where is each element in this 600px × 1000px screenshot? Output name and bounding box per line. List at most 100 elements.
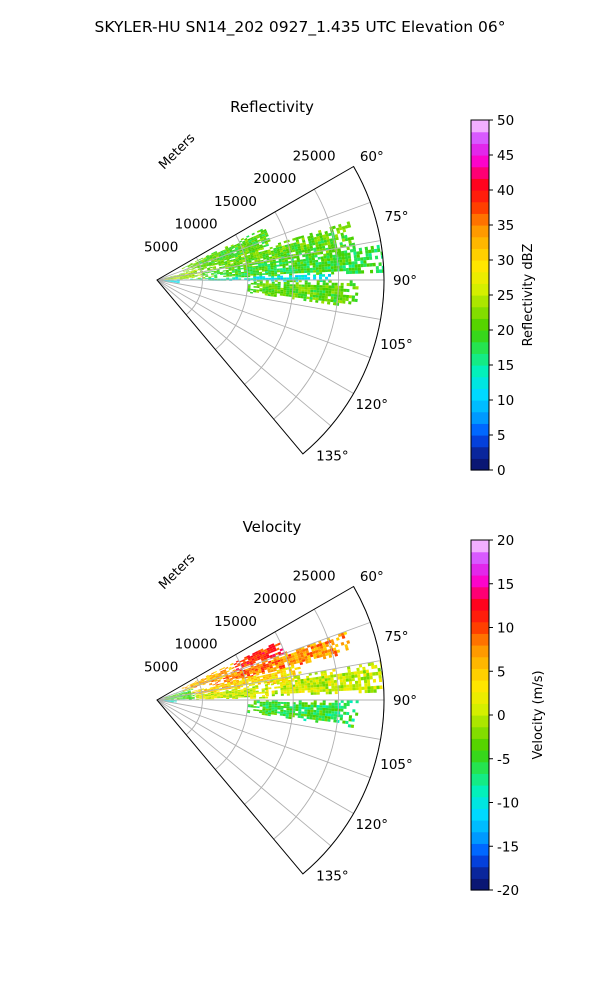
echo-gate [232, 259, 237, 262]
echo-gate [216, 692, 220, 694]
echo-gate [229, 681, 234, 683]
echo-gate [210, 257, 214, 260]
echo-gate [348, 258, 352, 262]
echo-gate [354, 298, 358, 303]
echo-gate [312, 260, 316, 263]
echo-gate [260, 230, 264, 234]
colorbar-tick-label: 35 [497, 218, 514, 234]
echo-gate [250, 704, 254, 707]
echo-gate [319, 251, 324, 255]
echo-gate [285, 681, 289, 684]
echo-gate [223, 278, 227, 280]
echo-gate [233, 263, 237, 266]
echo-gate [342, 675, 346, 680]
echo-gate [309, 680, 313, 683]
azimuth-spoke [156, 279, 371, 359]
colorbar-segment [471, 866, 489, 879]
echo-gate [234, 245, 238, 248]
echo-gate [283, 711, 287, 715]
echo-gate [256, 662, 260, 666]
echo-gate [248, 667, 252, 670]
echo-gate [352, 283, 356, 287]
echo-gate [274, 255, 279, 258]
echo-gate [300, 678, 304, 682]
echo-gate [188, 274, 192, 276]
echo-gate [230, 682, 234, 685]
echo-gate [195, 262, 199, 264]
echo-gate [301, 659, 306, 663]
echo-gate [313, 274, 317, 277]
echo-gate [303, 263, 307, 267]
echo-gate [225, 675, 229, 678]
echo-gate [173, 698, 177, 699]
echo-gate [243, 690, 247, 692]
echo-gate [256, 272, 260, 274]
echo-gate [304, 707, 308, 710]
echo-gate [230, 683, 234, 686]
echo-gate [354, 674, 358, 678]
echo-gate [297, 677, 301, 680]
echo-gate [253, 276, 257, 279]
echo-gate [238, 247, 242, 250]
echo-gate [226, 679, 230, 682]
echo-gate [238, 696, 242, 698]
echo-gate [268, 708, 272, 711]
echo-gate [334, 702, 338, 706]
echo-gate [274, 280, 278, 282]
echo-gate [277, 686, 281, 689]
echo-gate [322, 287, 326, 291]
echo-gate [223, 272, 227, 274]
echo-gate [355, 700, 359, 704]
echo-gate [201, 694, 205, 696]
echo-gate [288, 260, 292, 264]
colorbar-segment [471, 691, 489, 704]
colorbar-segment [471, 540, 489, 553]
echo-gate [187, 684, 190, 687]
echo-gate [280, 691, 284, 694]
echo-gate [317, 241, 322, 245]
echo-gate [240, 685, 244, 688]
echo-gate [366, 672, 370, 677]
echo-gate [170, 698, 174, 699]
echo-gate [259, 234, 263, 238]
echo-gate [205, 275, 209, 277]
echo-gate [196, 262, 200, 265]
echo-gate [313, 270, 317, 273]
echo-gate [378, 674, 382, 679]
echo-gate [342, 720, 346, 724]
echo-gate [355, 270, 359, 274]
echo-gate [313, 687, 317, 690]
echo-gate [170, 281, 174, 283]
echo-gate [167, 701, 171, 702]
echo-gate [219, 677, 223, 680]
echo-gate [182, 695, 186, 697]
echo-gate [235, 696, 239, 698]
echo-gate [269, 654, 273, 658]
echo-gate [173, 277, 177, 278]
echo-gate [318, 717, 322, 721]
echo-gate [289, 277, 293, 280]
echo-gate [209, 256, 213, 259]
echo-gate [232, 249, 236, 252]
echo-gate [348, 261, 352, 265]
echo-gate [291, 247, 295, 251]
echo-gate [255, 692, 259, 694]
colorbar-tick-label: 0 [497, 463, 506, 479]
echo-gate [306, 678, 310, 681]
echo-gate [307, 282, 311, 285]
echo-gate [195, 261, 199, 264]
echo-gate [345, 261, 349, 266]
echo-gate [310, 284, 314, 288]
echo-gate [184, 272, 188, 274]
echo-gate [197, 268, 201, 270]
echo-gate [315, 300, 319, 303]
echo-gate [294, 679, 298, 683]
echo-gate [253, 678, 258, 681]
echo-gate [170, 697, 174, 699]
echo-gate [249, 671, 253, 675]
echo-gate [269, 666, 273, 669]
echo-gate [248, 259, 252, 262]
echo-gate [189, 262, 193, 265]
echo-gate [343, 711, 347, 715]
